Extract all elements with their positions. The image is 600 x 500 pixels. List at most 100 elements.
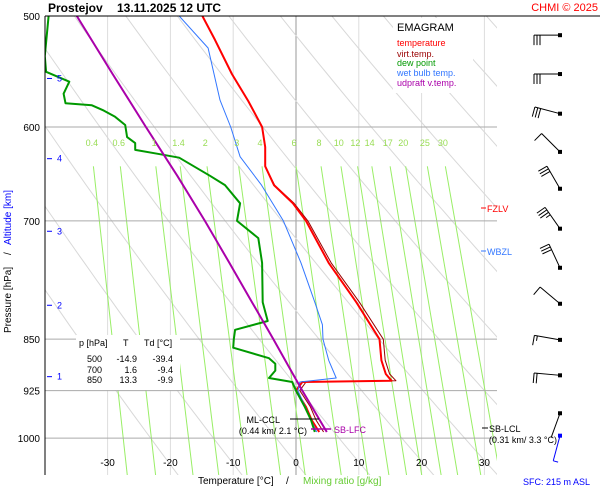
wind-barb-station-dot bbox=[558, 337, 562, 342]
wind-barb-shaft bbox=[541, 133, 561, 153]
station-title: Prostejov bbox=[48, 1, 103, 15]
altitude-tick-label: 5 bbox=[57, 73, 62, 83]
y-axis-title: Pressure [hPa] bbox=[3, 267, 14, 333]
fzlv-label: FZLV bbox=[487, 204, 508, 214]
axes: 0.4 0.6 1 1.4 2 3 4 6 8 10 12 14 17 20 25 3050060070085… bbox=[18, 12, 600, 475]
pressure-tick-label: 500 bbox=[23, 12, 40, 23]
wind-barb-flag bbox=[535, 373, 538, 384]
dry-adiabat-line bbox=[515, 0, 600, 479]
wind-barb-shaft bbox=[539, 286, 561, 305]
table-cell: 700 bbox=[87, 365, 102, 375]
altitude-tick-label: 4 bbox=[57, 154, 62, 164]
udpraft-v-temp-line bbox=[75, 16, 328, 433]
dew-point-line bbox=[45, 16, 316, 433]
wind-barb bbox=[533, 72, 562, 85]
dry-adiabat-line bbox=[382, 16, 497, 147]
y-axis-title-2: Altitude [km] bbox=[3, 190, 14, 245]
wind-barb bbox=[536, 206, 562, 231]
table-cell: -9.9 bbox=[157, 375, 173, 385]
table-cell: -9.4 bbox=[157, 365, 173, 375]
wind-barbs bbox=[531, 33, 562, 463]
wind-barb-station-dot bbox=[558, 226, 562, 231]
mixing-ratio-line bbox=[371, 166, 423, 475]
dry-adiabat-line bbox=[331, 16, 497, 209]
dry-adiabat-line bbox=[125, 16, 497, 475]
wind-barb-flag bbox=[534, 133, 542, 141]
dry-adiabat-line bbox=[73, 16, 435, 475]
mixing-ratio-label: 25 bbox=[420, 138, 430, 148]
wind-barb-station-dot bbox=[558, 111, 562, 116]
wind-barb-station-dot bbox=[558, 186, 562, 191]
temperature-tick-label: 0 bbox=[293, 458, 299, 469]
wind-barb bbox=[533, 286, 562, 306]
mixing-ratio-label: 8 bbox=[316, 138, 321, 148]
pressure-tick-label: 700 bbox=[23, 217, 40, 228]
wind-barb-flag bbox=[538, 209, 548, 216]
mixing-ratio-label: 1.4 bbox=[172, 138, 185, 148]
mixing-ratio-line bbox=[357, 166, 408, 475]
mixing-ratio-label: 3 bbox=[234, 138, 239, 148]
wind-barb-shaft bbox=[546, 165, 561, 190]
pressure-tick-label: 925 bbox=[23, 387, 40, 398]
dry-adiabat-line bbox=[176, 16, 497, 406]
wind-barb-station-dot bbox=[558, 433, 562, 438]
dry-adiabat-line bbox=[45, 205, 243, 475]
altitude-tick-label: 3 bbox=[57, 226, 62, 236]
wind-barb-shaft bbox=[534, 106, 561, 115]
wind-barb-flag bbox=[545, 214, 551, 219]
wind-barb-station-dot bbox=[558, 373, 562, 378]
wind-barb-shaft bbox=[550, 413, 561, 438]
legend-updraft: udpraft v.temp. bbox=[397, 78, 456, 88]
wind-barb-station-dot bbox=[558, 411, 562, 416]
mixing-ratio-line bbox=[389, 166, 442, 475]
mixing-ratio-label: 0.6 bbox=[112, 138, 125, 148]
mixing-ratio-line bbox=[444, 166, 497, 462]
copyright: CHMI © 2025 bbox=[531, 2, 598, 14]
dry-adiabat-line bbox=[45, 125, 307, 475]
mixing-ratio-label: 10 bbox=[334, 138, 344, 148]
pressure-tick-label: 600 bbox=[23, 123, 40, 134]
mixing-ratio-line bbox=[155, 166, 194, 475]
wind-barb-station-dot bbox=[558, 33, 562, 38]
mixing-ratio-line bbox=[340, 166, 390, 475]
table-header-td: Td [°C] bbox=[144, 338, 172, 348]
mixing-ratio-line bbox=[179, 166, 220, 475]
wind-barb-shaft bbox=[548, 244, 561, 268]
mixing-ratio-label: 20 bbox=[398, 138, 408, 148]
wind-barb-flag bbox=[534, 107, 539, 118]
wind-barb-shaft bbox=[534, 372, 561, 376]
series-layer bbox=[45, 16, 397, 433]
mixing-ratio-label: 0.4 bbox=[86, 138, 99, 148]
temperature-tick-label: 20 bbox=[416, 458, 428, 469]
legend-dew-point: dew point bbox=[397, 58, 436, 68]
wind-barb bbox=[532, 334, 562, 346]
dry-adiabat-line bbox=[45, 288, 179, 475]
table-header-p: p [hPa] bbox=[79, 338, 108, 348]
altitude-tick-label: 2 bbox=[57, 300, 62, 310]
dry-adiabat-line bbox=[228, 16, 497, 338]
wind-barb-station-dot bbox=[558, 301, 562, 306]
temperature-tick-label: -10 bbox=[226, 458, 241, 469]
wind-barb-flag bbox=[538, 165, 548, 172]
temperature-line bbox=[201, 16, 393, 433]
temperature-tick-label: -20 bbox=[163, 458, 178, 469]
mixing-ratio-label: 1 bbox=[152, 138, 157, 148]
mixing-ratio-line bbox=[119, 166, 157, 475]
wind-barb-shaft bbox=[544, 207, 561, 229]
mixing-ratio-label: 12 bbox=[350, 138, 360, 148]
pressure-tick-label: 1000 bbox=[18, 434, 41, 445]
mixing-ratio-line bbox=[320, 166, 369, 475]
sb-lfc-label: SB-LFC bbox=[334, 425, 367, 435]
wind-barb-flag bbox=[539, 243, 550, 249]
mixing-ratio-label: 2 bbox=[203, 138, 208, 148]
table-cell: 13.3 bbox=[119, 375, 137, 385]
table-header-t: T bbox=[123, 338, 129, 348]
x-axis-title: Temperature [°C] bbox=[198, 476, 274, 487]
legend-virt-temp: virt.temp. bbox=[397, 49, 434, 59]
table-cell: 1.6 bbox=[124, 365, 137, 375]
wind-barb-shaft bbox=[552, 435, 561, 461]
wind-barb-flag bbox=[553, 460, 559, 463]
wind-barb-flag bbox=[535, 335, 538, 341]
legend-box bbox=[393, 18, 473, 93]
